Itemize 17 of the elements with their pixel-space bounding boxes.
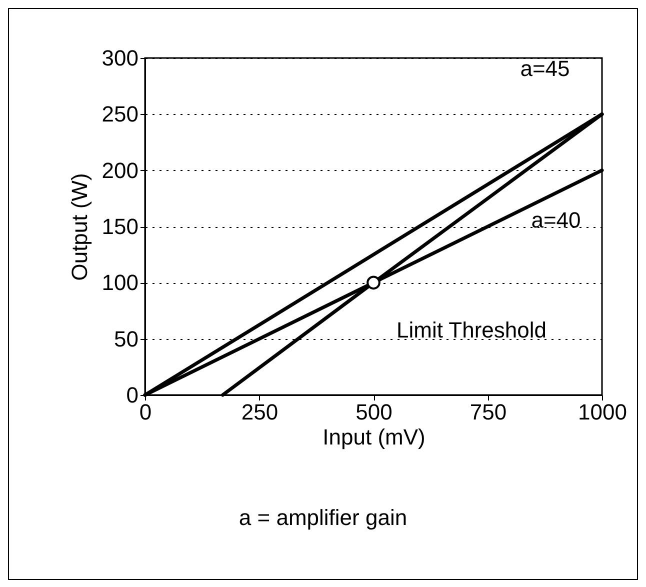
- x-tick-label: 250: [241, 400, 278, 424]
- y-tick-label: 150: [102, 214, 138, 239]
- y-tick-label: 300: [102, 46, 138, 70]
- annotation: Limit Threshold: [396, 318, 546, 343]
- y-tick-label: 250: [102, 102, 138, 127]
- text: a = amplifier gain: [238, 505, 408, 531]
- series-label: a=40: [531, 207, 581, 232]
- x-tick-label: 1000: [578, 400, 627, 424]
- x-tick-label: 750: [470, 400, 507, 424]
- y-axis-title: Output (W): [66, 173, 92, 281]
- y-tick-label: 100: [102, 270, 138, 296]
- x-tick-label: 500: [356, 400, 392, 424]
- y-tick-label: 50: [114, 326, 138, 352]
- text: a=45: [520, 56, 570, 82]
- x-axis-title: Input (mV): [322, 424, 426, 450]
- y-tick-label: 0: [126, 382, 138, 408]
- y-tick-label: 200: [102, 158, 138, 183]
